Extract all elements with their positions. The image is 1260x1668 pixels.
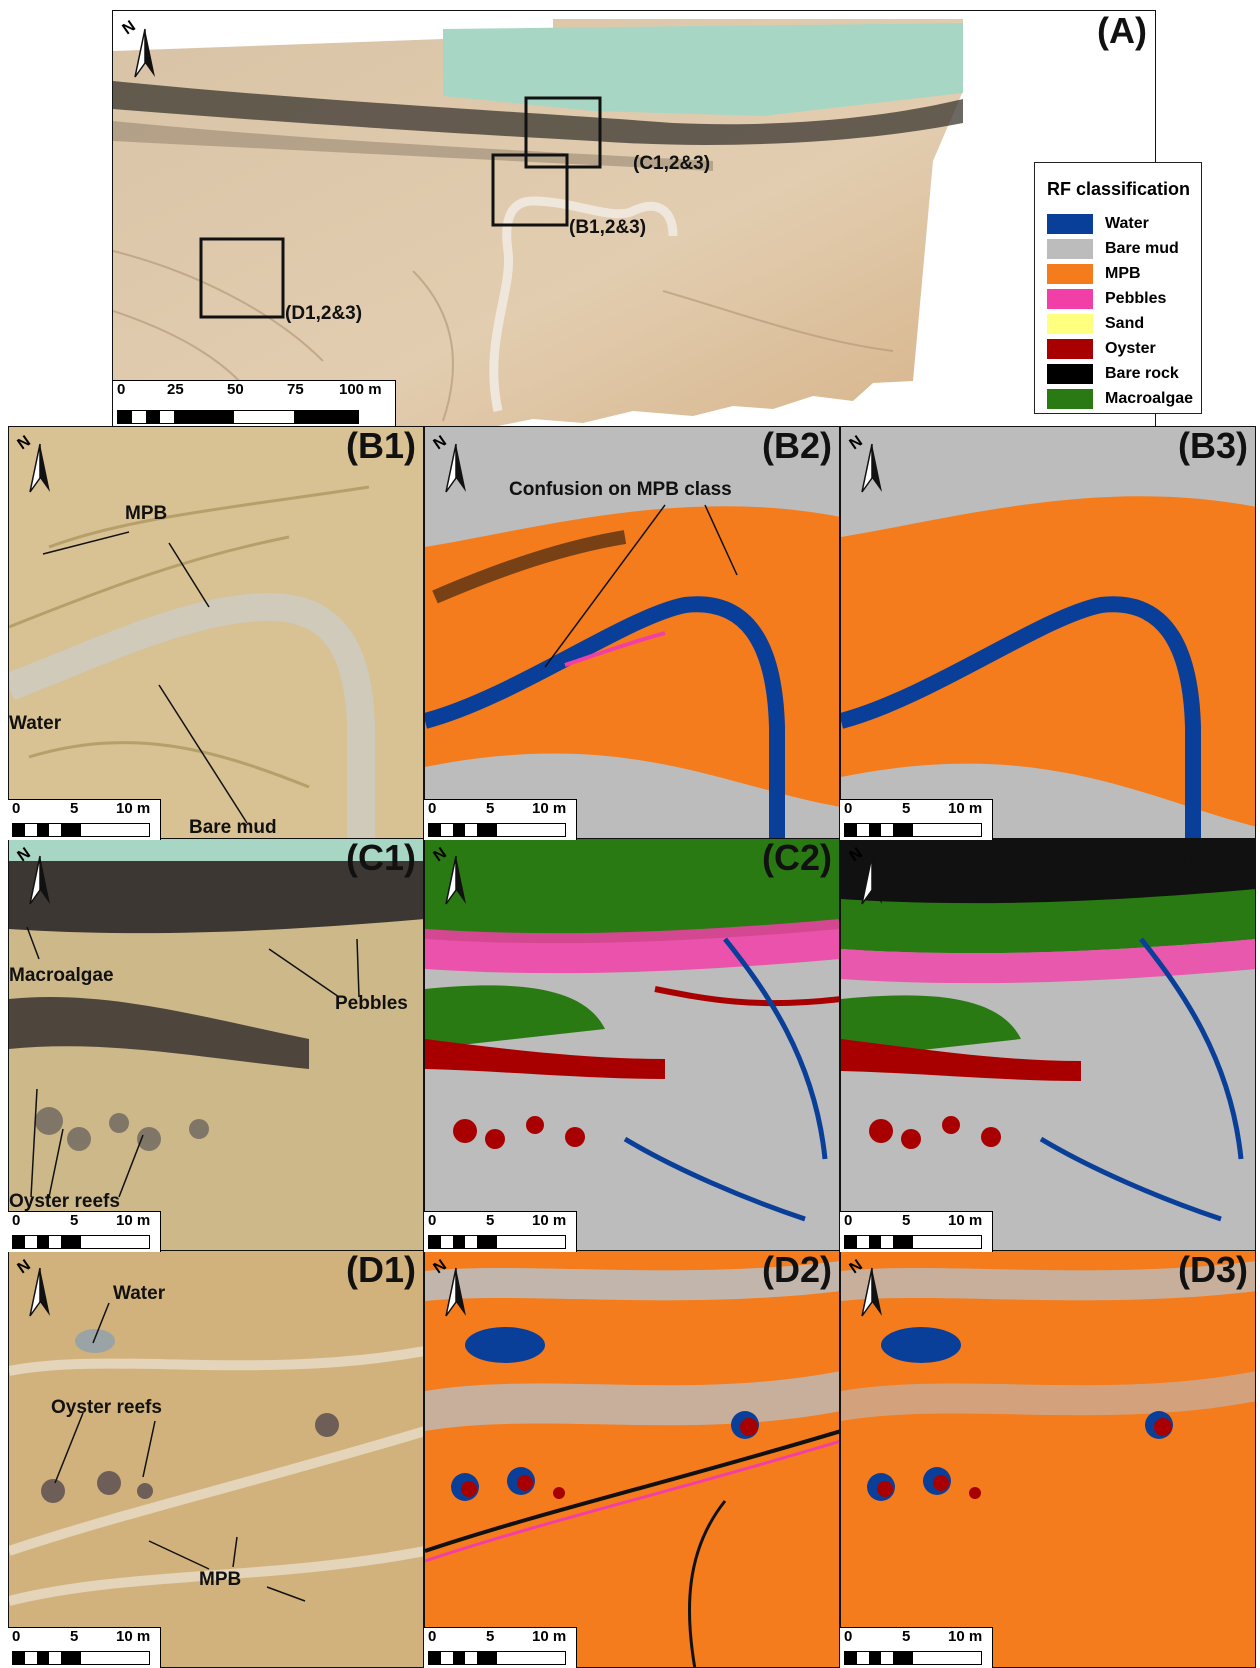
legend-title: RF classification — [1047, 179, 1191, 199]
panel-c3 — [840, 838, 1256, 1252]
d1-oyster-reefs-label: Oyster reefs — [51, 1397, 162, 1418]
legend-swatch — [1047, 214, 1093, 234]
legend-swatch — [1047, 314, 1093, 334]
legend-label: Oyster — [1105, 340, 1156, 357]
c1-orthophoto — [9, 839, 423, 1251]
b2-confusion-label: Confusion on MPB class — [509, 479, 732, 500]
box-c — [524, 96, 602, 169]
legend-item-mpb: MPB — [1047, 263, 1141, 285]
scale-tick: 50 — [227, 381, 244, 398]
legend-item-bare-mud: Bare mud — [1047, 238, 1179, 260]
scale-tick: 0 — [117, 381, 126, 398]
overview-box-d-label: (D1,2&3) — [285, 303, 363, 324]
legend-label: Pebbles — [1105, 290, 1167, 307]
legend-item-bare-rock: Bare rock — [1047, 363, 1179, 385]
legend-item-macroalgae: Macroalgae — [1047, 388, 1193, 410]
panel-b2: Confusion on MPB class — [424, 426, 840, 840]
legend: RF classification Water Bare mud MPB Peb… — [1034, 162, 1202, 414]
north-arrow-icon: N — [121, 19, 155, 78]
d1-water-label: Water — [113, 1283, 166, 1304]
d2-classification-map — [425, 1251, 839, 1667]
legend-swatch — [1047, 239, 1093, 259]
legend-label: Macroalgae — [1105, 390, 1194, 407]
legend-label: MPB — [1105, 265, 1141, 282]
legend-swatch — [1047, 339, 1093, 359]
scale-tick: 25 — [167, 381, 184, 398]
svg-text:N: N — [121, 19, 139, 38]
c1-oyster-reefs-label: Oyster reefs — [9, 1191, 120, 1212]
b1-water-label: Water — [9, 713, 62, 734]
legend-label: Sand — [1105, 315, 1145, 332]
panel-b1: MPB Water Bare mud — [8, 426, 424, 840]
legend-swatch — [1047, 264, 1093, 284]
legend-swatch — [1047, 389, 1093, 409]
overview-box-b-label: (B1,2&3) — [569, 217, 647, 238]
d1-mpb-label: MPB — [199, 1569, 242, 1590]
legend-label: Bare rock — [1105, 365, 1179, 382]
panel-d3 — [840, 1250, 1256, 1668]
b1-mpb-label: MPB — [125, 503, 168, 524]
panel-c2 — [424, 838, 840, 1252]
panel-label-a: (A) — [1097, 10, 1147, 51]
legend-label: Bare mud — [1105, 240, 1179, 257]
b3-classification-map — [841, 427, 1255, 839]
panel-d1: Water Oyster reefs MPB — [8, 1250, 424, 1668]
c1-macroalgae-label: Macroalgae — [9, 965, 114, 986]
box-b — [491, 153, 569, 227]
overview-orthomosaic — [113, 11, 1155, 427]
box-d — [199, 237, 285, 319]
legend-item-water: Water — [1047, 213, 1149, 235]
legend-swatch — [1047, 364, 1093, 384]
panel-b3 — [840, 426, 1256, 840]
legend-item-oyster: Oyster — [1047, 338, 1156, 360]
legend-swatch — [1047, 289, 1093, 309]
panel-c1: Macroalgae Pebbles Oyster reefs — [8, 838, 424, 1252]
c3-classification-map — [841, 839, 1255, 1251]
overview-scale-bar: 0 25 50 75 100 m — [113, 380, 396, 427]
b1-orthophoto — [9, 427, 423, 839]
overview-box-c-label: (C1,2&3) — [633, 153, 711, 174]
d3-classification-map — [841, 1251, 1255, 1667]
scale-tick: 75 — [287, 381, 304, 398]
b2-classification-map — [425, 427, 839, 839]
d1-orthophoto — [9, 1251, 423, 1667]
c1-pebbles-label: Pebbles — [335, 993, 408, 1014]
b1-bare-mud-label: Bare mud — [189, 817, 277, 838]
panel-a-overview-map: (C1,2&3) (B1,2&3) (D1,2&3) (A) N 0 25 50… — [112, 10, 1156, 428]
legend-item-sand: Sand — [1047, 313, 1144, 335]
legend-item-pebbles: Pebbles — [1047, 288, 1166, 310]
legend-label: Water — [1105, 215, 1149, 232]
scale-tick: 100 m — [339, 381, 382, 398]
panel-d2 — [424, 1250, 840, 1668]
c2-classification-map — [425, 839, 839, 1251]
